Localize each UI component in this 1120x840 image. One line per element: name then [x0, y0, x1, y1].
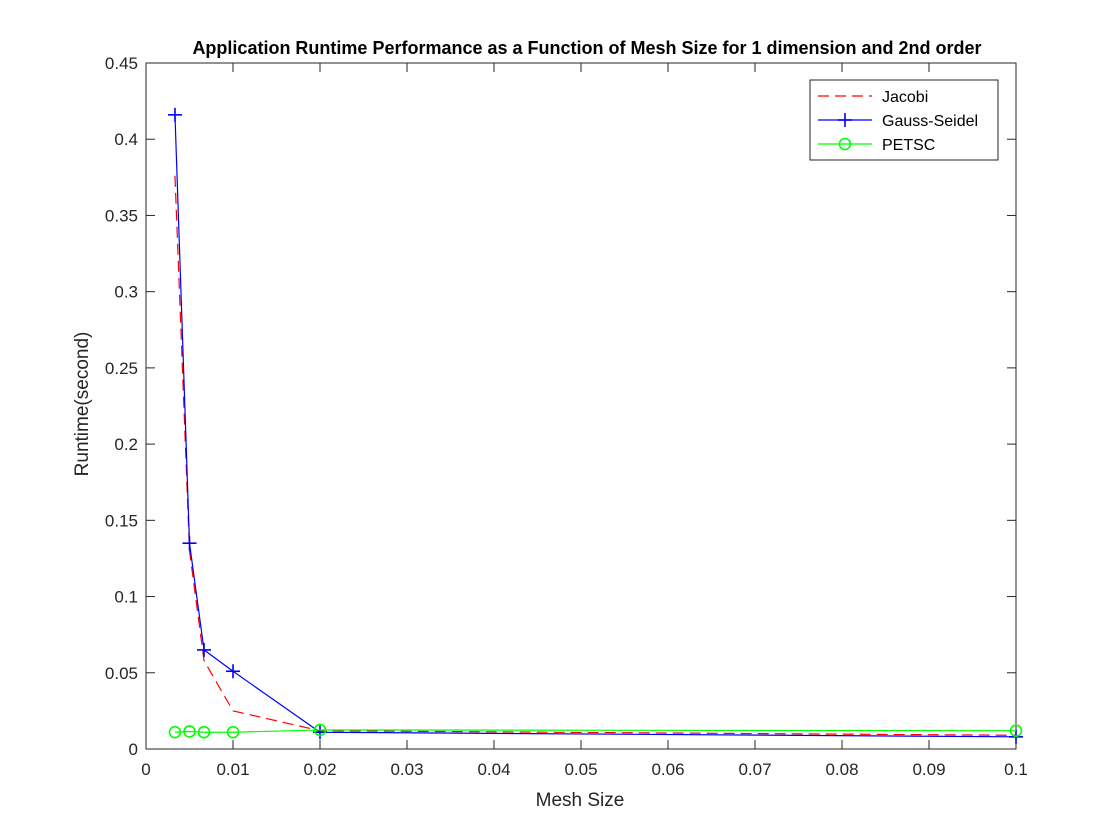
x-tick-label: 0.02: [303, 760, 336, 779]
series-line: [174, 114, 1017, 738]
data-point: [226, 725, 240, 739]
data-point: [197, 725, 211, 739]
y-tick-label: 0.4: [114, 130, 138, 149]
chart-title: Application Runtime Performance as a Fun…: [192, 38, 981, 58]
series-petsc: [168, 723, 1023, 739]
x-tick-label: 0.1: [1004, 760, 1028, 779]
x-tick-label: 0.09: [912, 760, 945, 779]
x-tick-label: 0.03: [390, 760, 423, 779]
legend: Jacobi Gauss-Seidel PETSC: [809, 79, 999, 161]
y-tick-label: 0.25: [105, 359, 138, 378]
plot-area: 0 0.01 0.02 0.03 0.04 0.05 0.06 0.07 0.08 0.09 0.1…: [105, 54, 1028, 779]
y-tick-label: 0: [129, 740, 138, 759]
y-axis-title: Runtime(second): [72, 332, 93, 477]
legend-marker: [838, 137, 852, 151]
legend-item: Jacobi: [818, 89, 928, 106]
x-tick-label: 0.07: [738, 760, 771, 779]
legend-label: PETSC: [882, 137, 935, 154]
y-tick-label: 0.2: [114, 435, 138, 454]
x-tick-label: 0.04: [477, 760, 510, 779]
legend-label: Jacobi: [882, 89, 928, 106]
legend-label: Gauss-Seidel: [882, 113, 978, 130]
x-tick-label: 0: [141, 760, 150, 779]
legend-item: PETSC: [818, 137, 935, 154]
data-point: [313, 723, 327, 737]
x-tick-label: 0.08: [825, 760, 858, 779]
x-tick-label: 0.05: [564, 760, 597, 779]
y-tick-label: 0.3: [114, 283, 138, 302]
x-tick-label: 0.01: [216, 760, 249, 779]
y-tick-label: 0.15: [105, 511, 138, 530]
x-tick-label: 0.06: [651, 760, 684, 779]
x-axis-title: Mesh Size: [536, 790, 625, 811]
data-point: [183, 725, 196, 738]
legend-item: Gauss-Seidel: [818, 113, 978, 130]
series-line: [174, 729, 1017, 733]
y-tick-label: 0.45: [105, 54, 138, 73]
data-point: [1009, 724, 1023, 738]
y-tick-label: 0.05: [105, 664, 138, 683]
y-tick-label: 0.1: [114, 588, 138, 607]
data-point: [168, 725, 182, 739]
y-tick-label: 0.35: [105, 206, 138, 225]
